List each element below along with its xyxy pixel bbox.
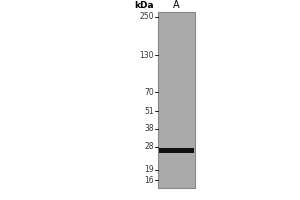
Bar [158,12,195,188]
Text: 51: 51 [144,107,154,116]
Text: A: A [173,0,180,10]
Text: kDa: kDa [134,0,154,9]
Text: 28: 28 [145,142,154,151]
Text: 130: 130 [140,51,154,60]
Text: 19: 19 [144,165,154,174]
Bar [159,148,194,153]
Text: 16: 16 [144,176,154,185]
Text: 250: 250 [140,12,154,21]
Text: 38: 38 [144,124,154,133]
Text: 70: 70 [144,88,154,97]
